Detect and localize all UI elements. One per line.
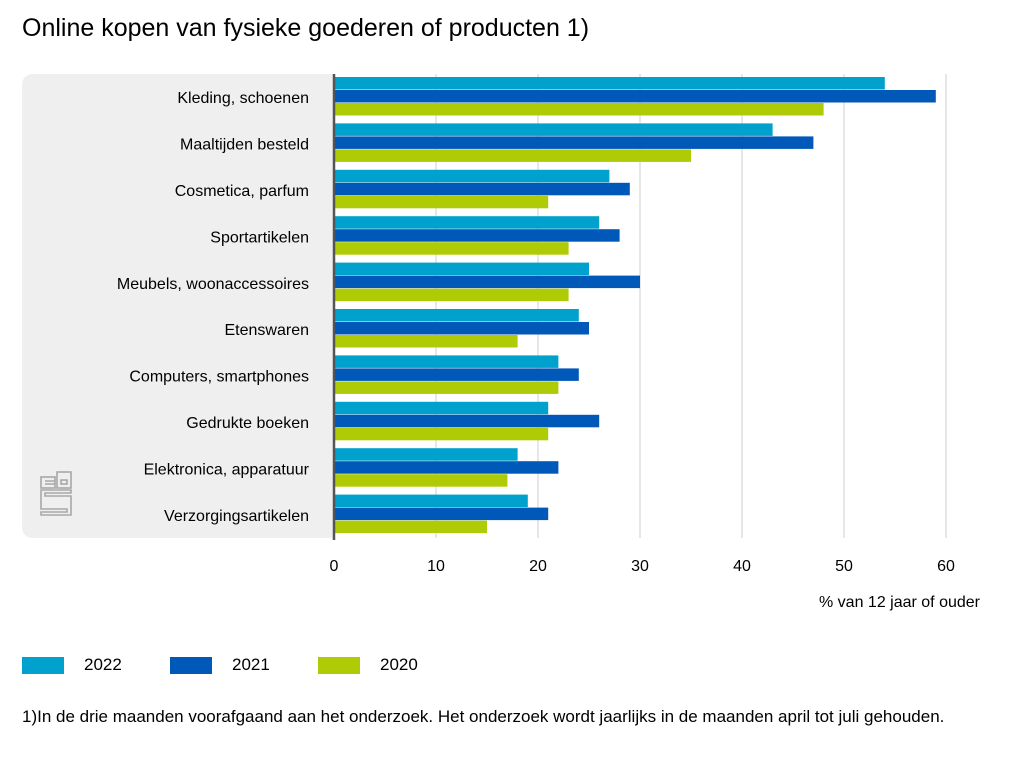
bar-2022 bbox=[334, 448, 518, 461]
x-axis-label: % van 12 jaar of ouder bbox=[819, 594, 981, 611]
bar-2020 bbox=[334, 474, 508, 487]
bar-2020 bbox=[334, 520, 487, 534]
bar-2020 bbox=[334, 149, 691, 162]
category-panel bbox=[22, 74, 334, 538]
bar-2021 bbox=[334, 414, 600, 428]
bar-2020 bbox=[334, 335, 518, 348]
bar-chart: 0 10 20 30 40 50 60 % van 12 jaar of ouder Kledi… bbox=[22, 74, 981, 611]
bar-2022 bbox=[334, 309, 579, 322]
bar-2022 bbox=[334, 355, 559, 368]
bar-2020 bbox=[334, 242, 569, 255]
cbs-logo bbox=[40, 471, 72, 516]
bar-2022 bbox=[334, 123, 773, 136]
legend-swatch bbox=[170, 656, 212, 674]
bar-2022 bbox=[334, 216, 600, 229]
bar-2021 bbox=[334, 275, 640, 289]
bar-2021 bbox=[334, 368, 579, 381]
legend-swatch bbox=[22, 656, 64, 674]
bar-2020 bbox=[334, 288, 569, 302]
bar-2021 bbox=[334, 90, 936, 103]
category-label: Cosmetica, parfum bbox=[175, 183, 309, 200]
bar-2022 bbox=[334, 77, 885, 90]
category-label: Verzorgingsartikelen bbox=[164, 508, 309, 525]
bar-2022 bbox=[334, 401, 549, 415]
bar-2022 bbox=[334, 169, 610, 183]
legend: 2022 2021 2020 bbox=[22, 655, 466, 675]
bar-2020 bbox=[334, 427, 549, 441]
category-label: Etenswaren bbox=[225, 322, 310, 339]
legend-item-2022: 2022 bbox=[22, 655, 170, 675]
category-label: Meubels, woonaccessoires bbox=[117, 276, 309, 293]
category-label: Gedrukte boeken bbox=[186, 415, 309, 432]
category-label: Maaltijden besteld bbox=[180, 137, 309, 154]
bar-2021 bbox=[334, 182, 630, 196]
category-label: Elektronica, apparatuur bbox=[144, 461, 310, 478]
x-tick-label: 40 bbox=[733, 558, 751, 575]
bar-2022 bbox=[334, 494, 528, 508]
bar-2021 bbox=[334, 461, 559, 474]
x-tick-label: 30 bbox=[631, 558, 649, 575]
x-tick-label: 0 bbox=[330, 558, 339, 575]
footnote: 1)In de drie maanden voorafgaand aan het… bbox=[22, 707, 945, 726]
x-tick-label: 20 bbox=[529, 558, 547, 575]
legend-label: 2022 bbox=[84, 655, 122, 674]
bar-2022 bbox=[334, 262, 589, 276]
bar-2020 bbox=[334, 381, 559, 394]
bar-2021 bbox=[334, 229, 620, 242]
category-label: Computers, smartphones bbox=[129, 369, 309, 386]
legend-label: 2021 bbox=[232, 655, 270, 674]
legend-item-2020: 2020 bbox=[318, 655, 466, 675]
bar-2020 bbox=[334, 195, 549, 209]
bar-2020 bbox=[334, 103, 824, 116]
x-tick-label: 60 bbox=[937, 558, 955, 575]
legend-swatch bbox=[318, 656, 360, 674]
legend-label: 2020 bbox=[380, 655, 418, 674]
bar-2021 bbox=[334, 322, 589, 335]
x-tick-label: 10 bbox=[427, 558, 445, 575]
bar-2021 bbox=[334, 136, 814, 149]
category-label: Kleding, schoenen bbox=[177, 90, 309, 107]
bar-2021 bbox=[334, 507, 549, 521]
chart-title: Online kopen van fysieke goederen of pro… bbox=[22, 14, 590, 42]
category-label: Sportartikelen bbox=[210, 229, 309, 246]
legend-item-2021: 2021 bbox=[170, 655, 318, 675]
x-tick-label: 50 bbox=[835, 558, 853, 575]
